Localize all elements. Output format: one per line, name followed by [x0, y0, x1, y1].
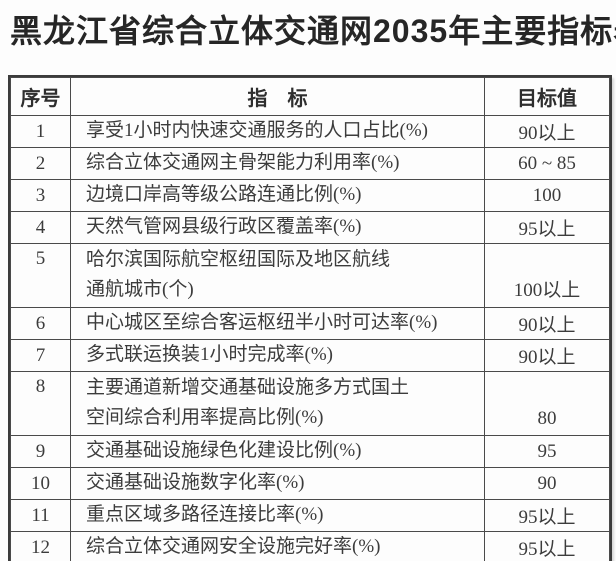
row-indicator: 多式联运换装1小时完成率(%) — [70, 339, 485, 372]
row-number: 3 — [10, 179, 71, 212]
row-number: 5 — [10, 243, 71, 308]
row-indicator: 主要通道新增交通基础设施多方式国土 空间综合利用率提高比例(%) — [70, 371, 485, 436]
row-indicator: 边境口岸高等级公路连通比例(%) — [70, 179, 485, 212]
row-number: 1 — [10, 115, 71, 148]
table-body: 1 享受1小时内快速交通服务的人口占比(%) 90以上 2 综合立体交通网主骨架… — [10, 115, 610, 561]
row-indicator: 天然气管网县级行政区覆盖率(%) — [70, 211, 485, 244]
row-target: 95以上 — [484, 499, 610, 532]
table-title: 黑龙江省综合立体交通网2035年主要指标表 — [10, 13, 616, 49]
table-row: 8 主要通道新增交通基础设施多方式国土 空间综合利用率提高比例(%) 80 — [10, 371, 610, 436]
row-number: 8 — [10, 371, 71, 436]
row-number: 7 — [10, 339, 71, 372]
row-target: 90以上 — [484, 115, 610, 148]
row-indicator: 中心城区至综合客运枢纽半小时可达率(%) — [70, 307, 485, 340]
table-row: 7 多式联运换装1小时完成率(%) 90以上 — [10, 339, 610, 372]
row-target: 90以上 — [484, 339, 610, 372]
table-row: 12 综合立体交通网安全设施完好率(%) 95以上 — [10, 531, 610, 561]
indicators-table-wrap: 序号 指 标 目标值 1 享受1小时内快速交通服务的人口占比(%) 90以上 2… — [8, 75, 612, 561]
table-row: 2 综合立体交通网主骨架能力利用率(%) 60 ~ 85 — [10, 147, 610, 180]
row-target: 95以上 — [484, 531, 610, 561]
row-target: 90以上 — [484, 307, 610, 340]
table-row: 6 中心城区至综合客运枢纽半小时可达率(%) 90以上 — [10, 307, 610, 340]
row-indicator: 享受1小时内快速交通服务的人口占比(%) — [70, 115, 485, 148]
row-number: 2 — [10, 147, 71, 180]
table-row: 1 享受1小时内快速交通服务的人口占比(%) 90以上 — [10, 115, 610, 148]
table-row: 5 哈尔滨国际航空枢纽国际及地区航线 通航城市(个) 100以上 — [10, 243, 610, 308]
row-number: 9 — [10, 435, 71, 468]
column-header-target: 目标值 — [484, 77, 610, 116]
table-row: 10 交通基础设施数字化率(%) 90 — [10, 467, 610, 500]
row-target: 90 — [484, 467, 610, 500]
column-header-no: 序号 — [10, 77, 71, 116]
row-target: 80 — [484, 371, 610, 436]
table-row: 9 交通基础设施绿色化建设比例(%) 95 — [10, 435, 610, 468]
row-indicator: 哈尔滨国际航空枢纽国际及地区航线 通航城市(个) — [70, 243, 485, 308]
row-target: 100 — [484, 179, 610, 212]
row-indicator: 综合立体交通网主骨架能力利用率(%) — [70, 147, 485, 180]
row-indicator: 综合立体交通网安全设施完好率(%) — [70, 531, 485, 561]
column-header-indicator: 指 标 — [70, 77, 485, 116]
row-number: 12 — [10, 531, 71, 561]
row-number: 6 — [10, 307, 71, 340]
row-target: 95 — [484, 435, 610, 468]
row-target: 100以上 — [484, 243, 610, 308]
header-row: 序号 指 标 目标值 — [10, 77, 610, 116]
table-row: 3 边境口岸高等级公路连通比例(%) 100 — [10, 179, 610, 212]
table-row: 11 重点区域多路径连接比率(%) 95以上 — [10, 499, 610, 532]
row-number: 4 — [10, 211, 71, 244]
row-number: 10 — [10, 467, 71, 500]
row-indicator: 交通基础设施数字化率(%) — [70, 467, 485, 500]
row-indicator: 交通基础设施绿色化建设比例(%) — [70, 435, 485, 468]
row-number: 11 — [10, 499, 71, 532]
table-row: 4 天然气管网县级行政区覆盖率(%) 95以上 — [10, 211, 610, 244]
row-indicator: 重点区域多路径连接比率(%) — [70, 499, 485, 532]
indicators-table: 序号 指 标 目标值 1 享受1小时内快速交通服务的人口占比(%) 90以上 2… — [10, 77, 610, 561]
row-target: 95以上 — [484, 211, 610, 244]
row-target: 60 ~ 85 — [484, 147, 610, 180]
